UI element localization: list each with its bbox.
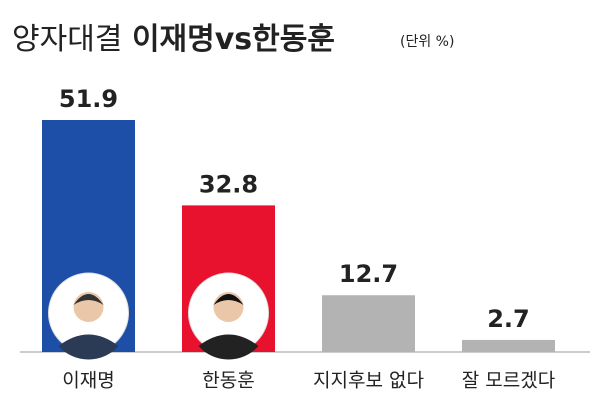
bar — [462, 339, 555, 352]
chart-title: 양자대결 이재명vs한동훈 — [12, 22, 335, 57]
photo-body — [198, 334, 259, 360]
x-tick-label: 지지후보 없다 — [313, 370, 424, 392]
bar — [322, 295, 415, 352]
photo-hair — [73, 294, 104, 305]
x-tick-label: 한동훈 — [202, 370, 254, 392]
photo-hair — [213, 294, 244, 305]
x-tick-label: 이재명 — [62, 370, 114, 392]
title-highlight: 이재명vs한동훈 — [132, 22, 335, 57]
value-label: 12.7 — [339, 260, 398, 288]
x-tick-label: 잘 모르겠다 — [462, 370, 555, 392]
subtitle: (단위 %) — [400, 34, 454, 50]
photo-body — [58, 334, 119, 360]
title-plain: 양자대결 — [12, 22, 122, 57]
value-label: 2.7 — [487, 305, 530, 333]
value-label: 51.9 — [59, 85, 118, 113]
value-label: 32.8 — [199, 170, 258, 198]
